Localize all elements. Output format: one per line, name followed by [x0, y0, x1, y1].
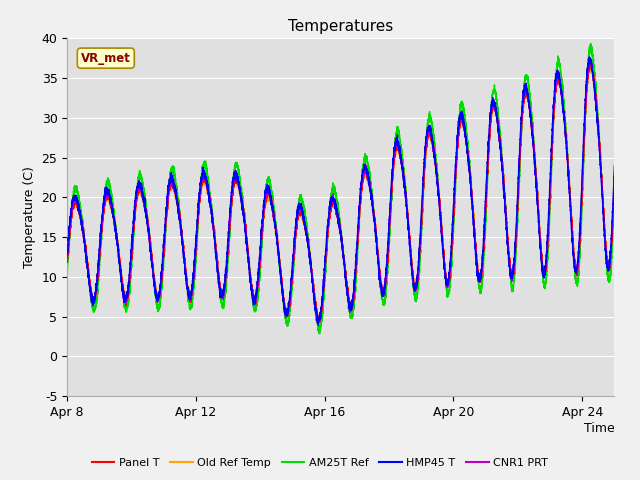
X-axis label: Time: Time [584, 421, 614, 434]
Legend: Panel T, Old Ref Temp, AM25T Ref, HMP45 T, CNR1 PRT: Panel T, Old Ref Temp, AM25T Ref, HMP45 … [88, 453, 552, 472]
Title: Temperatures: Temperatures [288, 20, 394, 35]
Text: VR_met: VR_met [81, 52, 131, 65]
Y-axis label: Temperature (C): Temperature (C) [23, 166, 36, 268]
